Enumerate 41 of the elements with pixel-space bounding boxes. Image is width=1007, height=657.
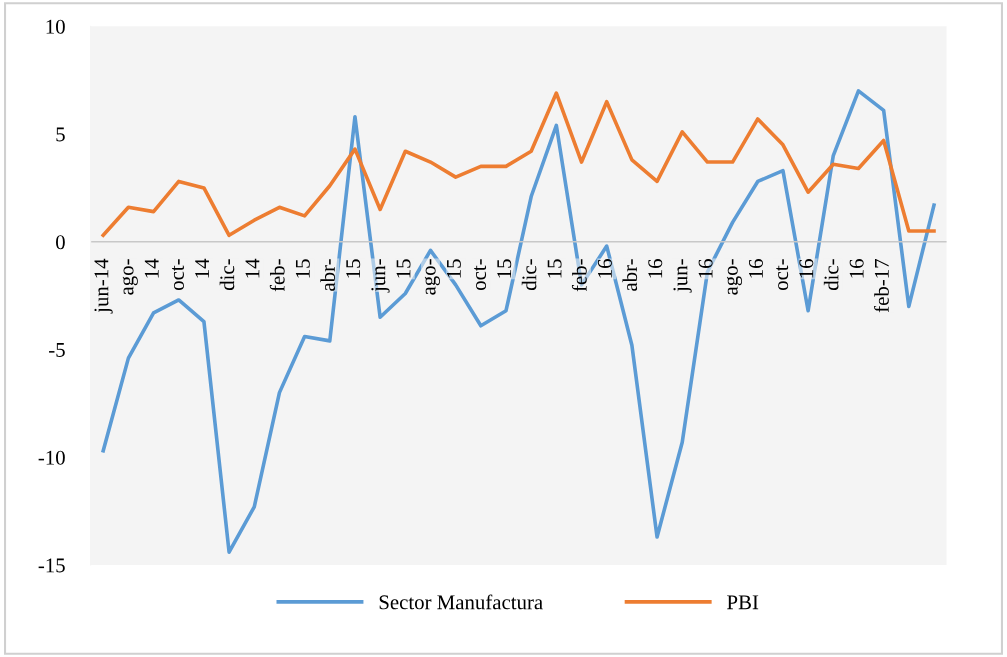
y-tick-label: 0 [56, 235, 65, 250]
legend-label: PBI [727, 595, 759, 610]
x-tick-label: jun- [673, 259, 692, 293]
x-tick-label: 16 [849, 259, 864, 278]
x-tick-label: feb- [571, 259, 587, 292]
x-tick-label: ago- [726, 259, 743, 295]
x-tick-label: 16 [748, 259, 763, 278]
x-tick-label: dic- [521, 259, 537, 291]
x-tick-label: 15 [346, 259, 361, 278]
x-tick-label: feb-17 [873, 259, 889, 313]
x-tick-label: abr- [320, 259, 336, 291]
x-tick-label: 16 [597, 259, 612, 278]
x-tick-label: ago- [122, 259, 138, 295]
x-tick-label: 16 [648, 259, 663, 278]
y-tick-label: -5 [49, 343, 65, 357]
x-tick-label: abr- [622, 259, 638, 291]
x-tick-label: oct- [172, 259, 184, 291]
y-tick-label: -10 [38, 450, 65, 465]
x-tick-label: dic- [823, 259, 839, 291]
x-tick-label: 14 [195, 258, 209, 278]
x-tick-label: 15 [446, 259, 461, 278]
x-tick-label: jun- [371, 259, 390, 293]
x-tick-label: 15 [497, 259, 512, 278]
legend-label: Sector Manufactura [379, 594, 543, 610]
x-tick-label: 15 [295, 259, 310, 278]
x-tick-label: 16 [799, 259, 814, 278]
x-tick-label: oct- [776, 259, 789, 291]
x-tick-label: 14 [245, 258, 260, 278]
x-tick-label: oct- [474, 259, 487, 291]
y-tick-label: 5 [56, 127, 65, 142]
y-tick-label: -15 [38, 558, 65, 573]
x-tick-label: 14 [144, 258, 159, 278]
x-tick-label: 15 [547, 259, 562, 278]
x-tick-label: ago- [424, 259, 440, 295]
line-series [101, 91, 936, 238]
x-tick-label: 16 [698, 259, 713, 278]
x-tick-label: dic- [219, 259, 235, 291]
x-tick-label: jun-14 [94, 258, 113, 314]
x-tick-label: 15 [396, 259, 411, 278]
x-tick-label: feb- [269, 259, 285, 292]
y-tick-label: 10 [46, 19, 65, 34]
